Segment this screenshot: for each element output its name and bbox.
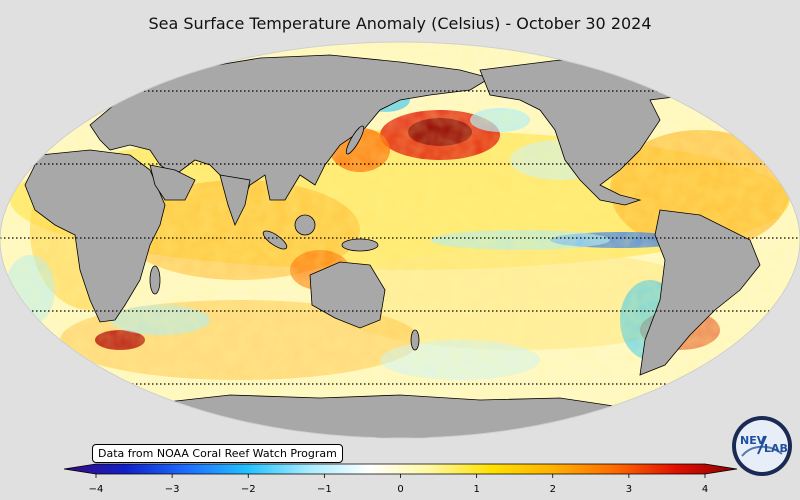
colorbar-ramp [63, 463, 738, 475]
colorbar-ticks [95, 474, 706, 478]
page-title: Sea Surface Temperature Anomaly (Celsius… [148, 14, 652, 33]
arabia-landmass [149, 164, 196, 201]
colorbar-tick-label: −4 [88, 484, 104, 495]
japan [345, 125, 365, 155]
africa-landmass [24, 149, 166, 323]
data-credit-label: Data from NOAA Coral Reef Watch Program [92, 444, 343, 463]
colorbar-tick-label: 0 [397, 484, 404, 495]
nevlab-logo: NEV LAB [732, 416, 792, 476]
sumatra [262, 230, 288, 250]
globe-outline [0, 41, 800, 439]
south-america-landmass [639, 209, 761, 376]
antarctica-landmass [134, 394, 662, 438]
colorbar-tick-label: −1 [317, 484, 332, 495]
logo-text-left: NEV [740, 434, 766, 447]
logo-text-right: LAB [764, 442, 788, 455]
madagascar [149, 265, 161, 295]
borneo [294, 214, 316, 236]
greenland-landmass [639, 47, 701, 91]
new-guinea [341, 238, 379, 252]
ocean-anomaly-field [0, 42, 800, 438]
india-landmass [219, 174, 251, 227]
colorbar-tick-label: −2 [240, 484, 256, 495]
colorbar [63, 463, 738, 478]
new-zealand [410, 329, 420, 351]
colorbar-tick-label: −3 [164, 484, 180, 495]
colorbar-tick-label: 4 [701, 484, 709, 495]
colorbar-tick-label: 3 [625, 484, 633, 495]
colorbar-tick-label: 1 [473, 484, 480, 495]
colorbar-tick-label: 2 [549, 484, 556, 495]
